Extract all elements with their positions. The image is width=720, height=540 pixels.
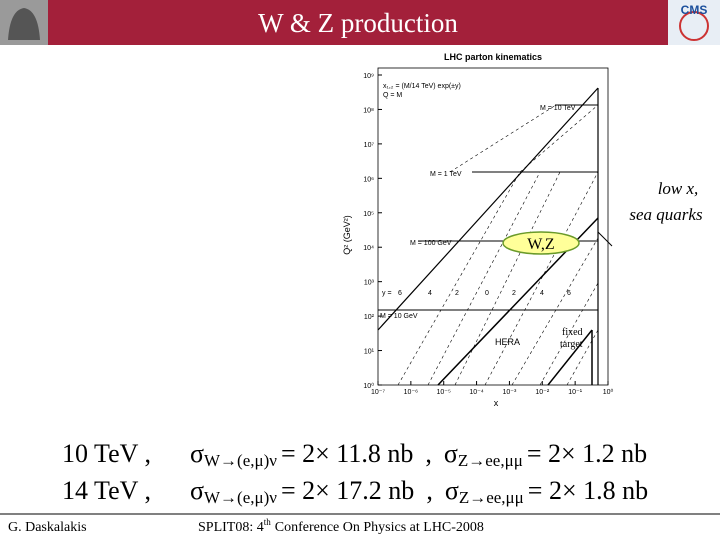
rapidity-label: 4	[428, 290, 432, 297]
portrait	[8, 8, 40, 40]
sigma: σ	[444, 439, 458, 468]
energy-label: 10 TeV ,	[62, 439, 151, 468]
energy-label: 14 TeV ,	[62, 476, 151, 505]
rapidity-label: 6	[567, 290, 571, 297]
x-tick-label: 10⁻⁵	[437, 389, 451, 396]
logo-text: CMS	[681, 3, 708, 17]
fixed-target-limit	[547, 329, 593, 386]
rapidity-lines	[397, 104, 599, 386]
kinematic-limit	[377, 87, 599, 331]
legend-text: Q = M	[383, 92, 402, 99]
y-tick-label: 10⁸	[363, 107, 374, 114]
y-tick-label: 10⁷	[364, 142, 375, 149]
process: W→(e,μ)ν	[204, 451, 277, 470]
y-tick-label: 10¹	[364, 349, 375, 356]
rapidity-label: 2	[512, 290, 516, 297]
footer-text: Conference On Physics at LHC-2008	[275, 520, 484, 535]
logo-ring	[679, 11, 709, 41]
footer-text: SPLIT08: 4	[198, 520, 264, 535]
formula: σW→(e,μ)ν = 2× 11.8 nb, σZ→ee,μμ = 2× 1.2 n…	[190, 439, 647, 470]
callout-text: sea quarks	[629, 205, 703, 224]
footer-conference: SPLIT08: 4th Conference On Physics at LHC…	[198, 517, 484, 535]
process: Z→ee,μμ	[459, 488, 524, 507]
x-tick-label: 10⁻¹	[568, 389, 582, 396]
figure: LHC parton kinematics x₁,₂ = (M/14 TeV) …	[342, 52, 613, 408]
mass-label: M = 1 TeV	[430, 171, 462, 178]
title-bar	[48, 0, 668, 45]
y-tick-label: 10²	[364, 314, 375, 321]
wz-highlight	[502, 231, 580, 255]
legend-text: x₁,₂ = (M/14 TeV) exp(±y)	[383, 83, 461, 90]
y-tick-label: 10⁰	[363, 382, 374, 390]
rapidity-label: 0	[485, 290, 489, 297]
y-tick-label: 10⁹	[363, 73, 374, 80]
rapidity-label: 6	[398, 290, 402, 297]
right-logo	[668, 0, 720, 45]
region-label: target	[560, 339, 583, 350]
separator: ,	[425, 439, 432, 468]
mass-label: M = 100 GeV	[410, 240, 452, 247]
cross-section-value: = 2× 1.2 nb	[527, 439, 647, 468]
x-axis-label: x	[494, 398, 499, 408]
rapidity-label: 4	[540, 290, 544, 297]
highlight-label: W,Z	[527, 236, 554, 253]
x-tick-label: 10⁻⁶	[404, 389, 418, 396]
x-tick-label: 10⁻³	[503, 389, 517, 396]
x-tick-label: 10⁻⁴	[469, 389, 484, 396]
y-tick-label: 10⁶	[363, 176, 374, 183]
mass-label: M = 10 TeV	[540, 105, 576, 112]
mass-label: M = 10 GeV	[380, 313, 418, 320]
footer-author: G. Daskalakis	[8, 520, 87, 535]
callout-text: low x,	[658, 179, 699, 198]
sigma: σ	[445, 476, 459, 505]
y-tick-label: 10⁴	[363, 245, 374, 252]
x-tick-label: 10⁰	[603, 388, 614, 396]
plot-frame	[377, 67, 609, 386]
region-label: fixed	[562, 327, 583, 338]
x-tick-label: 10⁻²	[535, 389, 549, 396]
sigma: σ	[190, 439, 204, 468]
slide-title: W & Z production	[258, 8, 458, 38]
cross-section-value: = 2× 1.8 nb	[528, 476, 648, 505]
process: W→(e,μ)ν	[204, 488, 277, 507]
callout-line	[597, 231, 613, 247]
cross-section-value: = 2× 17.2 nb	[281, 476, 414, 505]
cross-sections: 10 TeV , σW→(e,μ)ν = 2× 11.8 nb, σZ→ee,μμ = …	[62, 439, 648, 507]
y-tick-label: 10³	[364, 280, 375, 287]
separator: ,	[426, 476, 433, 505]
footer-superscript: th	[264, 517, 272, 527]
cross-section-value: = 2× 11.8 nb	[281, 439, 413, 468]
y-axis-label: Q² (GeV²)	[342, 215, 352, 255]
sigma: σ	[190, 476, 204, 505]
region-label: HERA	[495, 337, 520, 347]
figure-title: LHC parton kinematics	[444, 52, 542, 62]
y-tick-label: 10⁵	[363, 211, 374, 218]
x-tick-label: 10⁻⁷	[371, 389, 385, 396]
process: Z→ee,μμ	[458, 451, 523, 470]
rapidity-label: 2	[455, 290, 459, 297]
formula: σW→(e,μ)ν = 2× 17.2 nb, σZ→ee,μμ = 2× 1.8 n…	[190, 476, 648, 507]
rapidity-label: y =	[382, 290, 392, 297]
